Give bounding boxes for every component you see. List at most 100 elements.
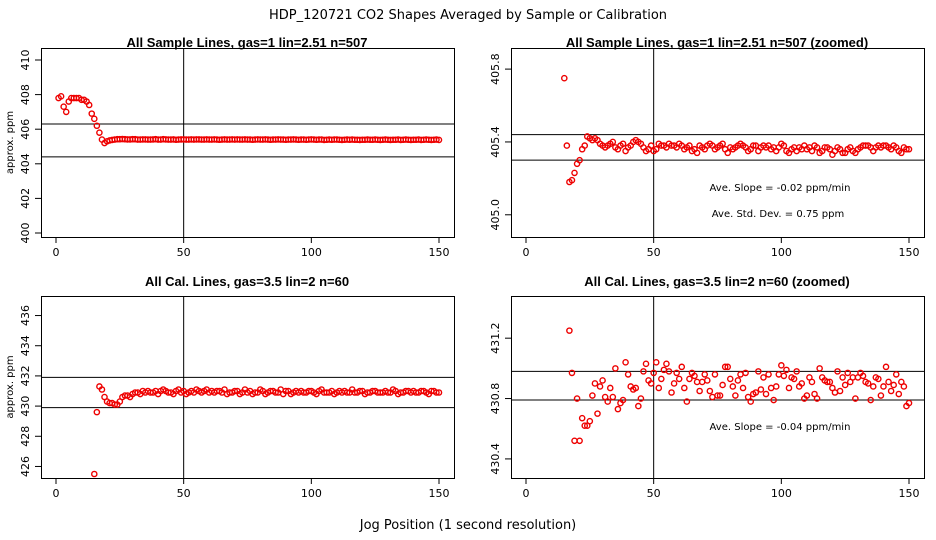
data-point (823, 378, 831, 386)
data-point (762, 390, 770, 398)
data-point (775, 371, 783, 378)
y-tick-label: 400 (19, 223, 32, 244)
data-point (632, 384, 640, 392)
data-point (282, 387, 290, 395)
data-point (724, 363, 732, 371)
data-point (813, 144, 821, 151)
data-point (384, 389, 392, 396)
x-tick-label: 100 (301, 246, 322, 259)
data-point (752, 389, 760, 396)
data-point (668, 389, 675, 396)
data-point (755, 368, 762, 375)
data-point (652, 359, 660, 366)
y-tick-label: 426 (19, 456, 32, 477)
data-point (816, 365, 823, 372)
panel-title: All Sample Lines, gas=1 lin=2.51 n=507 (… (566, 35, 868, 50)
data-point (581, 422, 589, 430)
y-axis-label: approx. ppm (5, 111, 16, 174)
y-tick-label: 430 (19, 396, 32, 417)
data-point (803, 392, 811, 399)
data-point (785, 384, 793, 392)
data-point (885, 378, 892, 386)
data-point (905, 399, 913, 407)
data-point (594, 410, 601, 417)
y-tick-label: 430.4 (489, 443, 502, 475)
data-point (609, 138, 617, 146)
data-point (599, 377, 606, 384)
y-tick-label: 402 (19, 188, 32, 209)
data-point (272, 389, 279, 396)
data-point (834, 368, 841, 375)
data-point (647, 380, 655, 387)
data-point (435, 136, 443, 144)
x-tick-label: 150 (899, 487, 920, 500)
x-tick-label: 0 (523, 487, 530, 500)
data-point (841, 381, 849, 389)
data-point (606, 384, 614, 392)
y-axis-label: approx. ppm (5, 355, 16, 418)
data-point (91, 115, 98, 123)
data-point (780, 372, 788, 380)
y-tick-label: 436 (19, 305, 32, 326)
data-point (604, 398, 612, 405)
data-point (719, 140, 726, 148)
data-point (591, 380, 599, 387)
data-point (703, 377, 711, 384)
data-point (742, 369, 749, 377)
data-point (650, 369, 657, 377)
data-point (356, 387, 364, 395)
panel-cal-lines: All Cal. Lines, gas=3.5 lin=2 n=60 0 50 100… (5, 274, 455, 500)
data-point (686, 375, 693, 383)
data-point (60, 103, 67, 111)
data-point (681, 384, 688, 392)
data-point (647, 142, 655, 149)
y-tick-label: 408 (19, 84, 32, 105)
data-point (93, 408, 101, 416)
data-point (726, 375, 734, 383)
x-tick-label: 50 (647, 246, 661, 259)
data-point (882, 363, 890, 371)
data-point (576, 156, 583, 164)
data-point (869, 383, 877, 390)
data-point (637, 395, 645, 402)
data-point (739, 384, 747, 392)
plot-frame (511, 48, 925, 238)
data-point (568, 176, 576, 184)
data-point (691, 372, 698, 380)
y-tick-label: 405.8 (489, 53, 502, 85)
data-point (586, 417, 594, 425)
data-point (433, 389, 440, 396)
data-point (859, 372, 867, 380)
data-point (571, 169, 578, 177)
x-tick-label: 150 (899, 246, 920, 259)
data-point (798, 380, 806, 387)
data-point (877, 392, 885, 399)
data-point (808, 378, 816, 386)
data-point (864, 380, 872, 387)
data-point (568, 369, 576, 377)
y-tick-label: 410 (19, 50, 32, 71)
data-point (678, 363, 686, 371)
data-point (757, 386, 765, 393)
y-tick-label: 434 (19, 335, 32, 356)
x-tick-label: 50 (177, 246, 191, 259)
annotation-text: Ave. Slope = -0.04 ppm/min (710, 422, 851, 433)
data-point (635, 402, 642, 410)
y-tick-label: 405.4 (489, 126, 502, 158)
data-point (573, 395, 581, 402)
data-point (826, 378, 834, 386)
data-point (652, 145, 660, 153)
data-point (875, 375, 882, 383)
data-point (880, 383, 887, 390)
data-point (839, 149, 846, 157)
data-point (716, 392, 724, 399)
data-point (596, 383, 604, 390)
data-point (581, 142, 589, 149)
data-point (111, 401, 119, 408)
data-point (714, 392, 721, 399)
panel-cal-lines-zoomed: All Cal. Lines, gas=3.5 lin=2 n=60 (zoom… (489, 274, 925, 500)
data-point (589, 392, 596, 399)
data-point (905, 145, 913, 153)
figure-title: HDP_120721 CO2 Shapes Averaged by Sample… (269, 8, 667, 23)
data-point (721, 363, 729, 371)
